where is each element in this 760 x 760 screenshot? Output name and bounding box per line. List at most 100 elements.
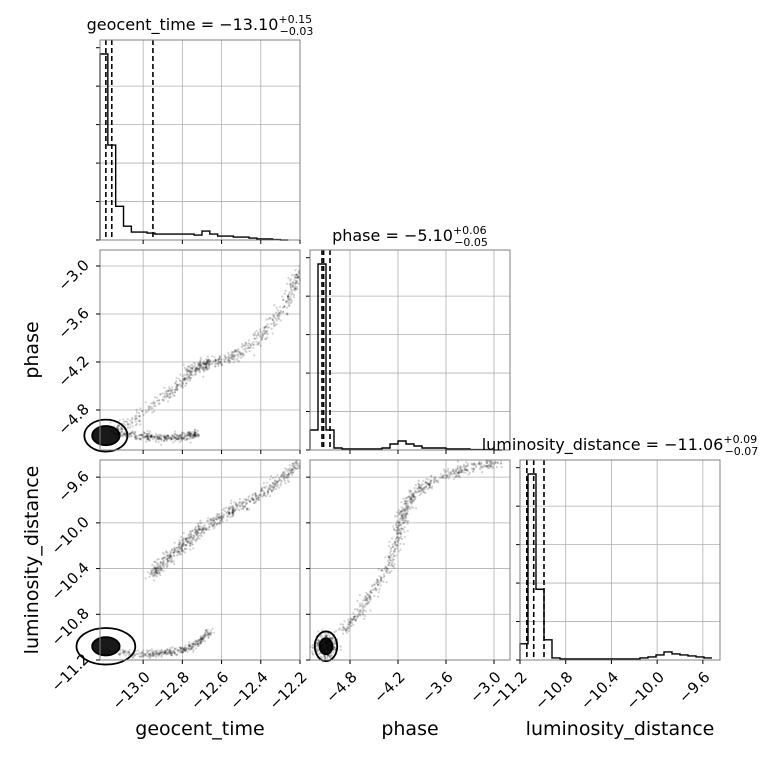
scatter-point xyxy=(208,525,211,528)
scatter-point xyxy=(291,281,294,284)
scatter-point xyxy=(188,430,191,434)
scatter-point xyxy=(282,298,285,301)
scatter-point xyxy=(458,466,462,469)
scatter-point xyxy=(162,561,165,565)
scatter-point xyxy=(276,481,279,484)
scatter-point xyxy=(169,392,172,395)
scatter-point xyxy=(182,436,186,440)
scatter-point xyxy=(235,350,238,353)
scatter-point xyxy=(325,634,328,637)
scatter-point xyxy=(177,377,180,380)
scatter-point xyxy=(126,420,129,423)
scatter-point xyxy=(163,438,166,441)
scatter-point xyxy=(204,367,207,370)
scatter-point xyxy=(291,469,294,472)
scatter-point xyxy=(161,558,164,561)
scatter-point xyxy=(130,433,133,436)
scatter-point xyxy=(286,300,289,303)
scatter-point xyxy=(190,436,193,439)
scatter-point xyxy=(156,435,159,438)
scatter-point xyxy=(262,332,265,336)
scatter-point xyxy=(146,437,149,440)
scatter-point xyxy=(176,438,179,441)
scatter-point xyxy=(290,298,293,302)
scatter-point xyxy=(295,273,298,277)
scatter-point xyxy=(159,392,162,396)
scatter-point xyxy=(151,568,154,571)
scatter-point xyxy=(252,333,255,336)
scatter-point xyxy=(264,325,267,328)
scatter-point xyxy=(384,556,387,559)
scatter-point xyxy=(397,524,400,527)
scatter-point xyxy=(395,526,398,529)
scatter-point xyxy=(178,435,182,438)
scatter-point xyxy=(244,344,247,347)
scatter-point xyxy=(179,437,182,440)
scatter-point xyxy=(170,560,173,563)
scatter-point xyxy=(203,363,206,366)
scatter-point xyxy=(182,437,185,440)
scatter-point xyxy=(391,545,395,548)
scatter-point xyxy=(462,463,465,466)
scatter-point xyxy=(188,370,191,373)
scatter-point xyxy=(259,493,262,496)
scatter-point xyxy=(268,485,272,488)
scatter-point xyxy=(236,359,239,362)
scatter-point xyxy=(293,276,296,279)
scatter-point xyxy=(164,390,167,393)
scatter-point xyxy=(152,404,155,407)
scatter-point xyxy=(366,593,369,596)
scatter-point xyxy=(183,378,186,381)
scatter-point xyxy=(172,554,175,557)
scatter-point xyxy=(134,420,137,423)
scatter-point xyxy=(149,434,152,437)
scatter-point xyxy=(289,283,292,286)
scatter-point xyxy=(293,466,296,469)
scatter-point xyxy=(368,595,371,598)
scatter-point xyxy=(218,360,221,363)
scatter-point xyxy=(198,371,201,374)
scatter-point xyxy=(290,283,293,286)
scatter-point xyxy=(350,625,353,628)
scatter-point xyxy=(179,434,182,437)
scatter-point xyxy=(403,526,406,529)
scatter-point xyxy=(177,551,180,554)
scatter-point xyxy=(177,649,180,652)
scatter-point xyxy=(296,276,299,279)
scatter-point xyxy=(193,431,196,434)
scatter-point xyxy=(198,363,201,366)
scatter-point xyxy=(263,492,266,495)
scatter-point xyxy=(196,362,199,365)
scatter-point xyxy=(191,436,195,439)
scatter-point xyxy=(205,365,208,368)
scatter-point xyxy=(126,423,129,426)
scatter-point xyxy=(207,359,210,362)
scatter-point xyxy=(289,469,292,472)
scatter-point xyxy=(198,528,201,532)
scatter-point xyxy=(218,362,221,365)
scatter-point xyxy=(192,536,195,540)
scatter-point xyxy=(163,552,166,556)
scatter-point xyxy=(135,411,138,414)
scatter-point xyxy=(175,383,178,387)
scatter-point xyxy=(287,473,290,476)
scatter-point xyxy=(158,437,161,440)
scatter-point xyxy=(232,350,235,353)
scatter-point xyxy=(195,432,198,435)
scatter-point xyxy=(408,489,411,492)
scatter-point xyxy=(379,584,382,587)
scatter-point xyxy=(383,574,386,578)
scatter-point xyxy=(269,478,272,481)
scatter-point xyxy=(117,423,120,426)
scatter-point xyxy=(285,312,289,315)
scatter-point xyxy=(168,556,171,560)
title-minus-error: −0.07 xyxy=(725,445,759,458)
scatter-point xyxy=(233,356,236,359)
scatter-point xyxy=(361,613,364,616)
scatter-point xyxy=(144,577,147,580)
scatter-point xyxy=(252,343,255,346)
scatter-point xyxy=(224,357,228,360)
scatter-point xyxy=(227,513,230,516)
scatter-point xyxy=(208,526,211,529)
scatter-point xyxy=(173,432,176,436)
